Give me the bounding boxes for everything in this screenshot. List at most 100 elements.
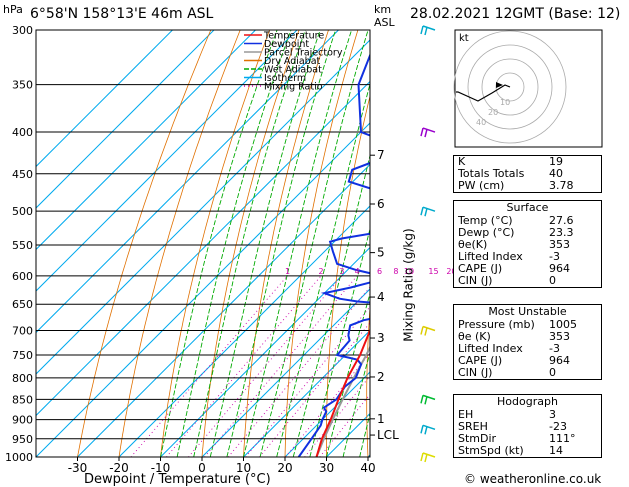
height-unit-km: km bbox=[374, 3, 391, 16]
mixing-ratio-label: 8 bbox=[393, 267, 398, 276]
wind-barb bbox=[421, 26, 435, 35]
dry-adiabat-line bbox=[617, 30, 629, 457]
height-km-label: LCL bbox=[377, 428, 399, 442]
wind-barb-shaft bbox=[423, 26, 435, 30]
hodograph-table-title: Hodograph bbox=[454, 395, 601, 409]
pressure-tick-label: 1000 bbox=[5, 451, 33, 464]
wind-barb-flag bbox=[421, 26, 423, 34]
mixing-ratio-label: 1 bbox=[285, 267, 290, 276]
wind-barb-flag bbox=[421, 395, 423, 403]
wind-barb bbox=[421, 327, 435, 336]
legend-label: Mixing Ratio bbox=[264, 82, 323, 93]
wet-adiabat-line bbox=[210, 30, 320, 457]
wind-barb-flag bbox=[425, 396, 427, 404]
wind-barb-flag bbox=[421, 453, 423, 461]
pressure-tick-label: 400 bbox=[12, 126, 33, 139]
mixing-ratio-line bbox=[246, 276, 396, 457]
most-unstable-table: Most Unstable Pressure (mb)1005 θe (K)35… bbox=[453, 304, 602, 380]
mu-row-cin: CIN (J)0 bbox=[454, 367, 601, 379]
mixing-ratio-label: 3 bbox=[339, 267, 344, 276]
isotherm-line bbox=[36, 30, 463, 457]
wet-adiabat-line bbox=[227, 30, 336, 457]
wind-barb-shaft bbox=[423, 453, 435, 457]
location-label: 6°58'N 158°13'E 46m ASL bbox=[30, 6, 213, 22]
wet-adiabat-line bbox=[327, 30, 439, 457]
pressure-tick-label: 850 bbox=[12, 393, 33, 406]
datetime-label: 28.02.2021 12GMT (Base: 12) bbox=[410, 6, 620, 22]
hodograph-ring-label: 20 bbox=[488, 108, 498, 117]
height-km-label: 5 bbox=[377, 246, 385, 260]
mixing-ratio-label: 2 bbox=[319, 267, 324, 276]
index-row-pw: PW (cm)3.78 bbox=[454, 180, 601, 192]
pressure-tick-label: 550 bbox=[12, 239, 33, 252]
wind-barb-shaft bbox=[423, 128, 435, 132]
height-km-label: 4 bbox=[377, 290, 385, 304]
plot-frame bbox=[36, 30, 370, 457]
pressure-tick-label: 950 bbox=[12, 433, 33, 446]
wind-barb-flag bbox=[425, 208, 427, 216]
isotherm-line bbox=[78, 30, 505, 457]
isotherm-line bbox=[0, 30, 297, 457]
pressure-tick-label: 350 bbox=[12, 79, 33, 92]
wind-barb-shaft bbox=[423, 327, 435, 331]
surface-row-cin: CIN (J)0 bbox=[454, 275, 601, 287]
hodograph-unit-label: kt bbox=[459, 33, 469, 44]
dry-adiabat-line bbox=[119, 30, 240, 457]
hodograph-ring-label: 10 bbox=[500, 98, 510, 107]
temp-tick-label: 30 bbox=[319, 461, 334, 475]
temp-tick-label: 20 bbox=[277, 461, 292, 475]
pressure-tick-label: 650 bbox=[12, 298, 33, 311]
wind-barb-flag bbox=[425, 454, 427, 462]
wind-barb bbox=[421, 453, 435, 462]
wind-barb bbox=[421, 207, 435, 216]
wind-barb-flag bbox=[421, 327, 423, 335]
pressure-unit: hPa bbox=[3, 3, 23, 16]
pressure-tick-label: 800 bbox=[12, 372, 33, 385]
height-km-label: 3 bbox=[377, 331, 385, 345]
mixing-ratio-axis-title: Mixing Ratio (g/kg) bbox=[402, 228, 416, 341]
wind-barb bbox=[421, 128, 435, 137]
wet-adiabat-line bbox=[244, 30, 352, 457]
credit-footer: © weatheronline.co.uk bbox=[464, 472, 601, 486]
pressure-tick-label: 750 bbox=[12, 349, 33, 362]
wind-barb-shaft bbox=[423, 207, 435, 211]
wind-barb-flag bbox=[425, 27, 427, 35]
pressure-tick-label: 700 bbox=[12, 325, 33, 338]
height-km-label: 7 bbox=[377, 148, 385, 162]
mixing-ratio-label: 6 bbox=[377, 267, 382, 276]
most-unstable-title: Most Unstable bbox=[454, 305, 601, 319]
pressure-tick-label: 300 bbox=[12, 24, 33, 37]
pressure-tick-label: 450 bbox=[12, 168, 33, 181]
wet-adiabat-line bbox=[343, 30, 456, 457]
mixing-ratio-label: 15 bbox=[428, 267, 438, 276]
wind-barb-flag bbox=[421, 128, 423, 136]
isotherm-line bbox=[0, 30, 256, 457]
height-km-label: 2 bbox=[377, 370, 385, 384]
wet-adiabat-line bbox=[293, 30, 402, 457]
wind-barb-flag bbox=[425, 129, 427, 137]
wind-barb-shaft bbox=[423, 395, 435, 399]
wind-barb-flag bbox=[421, 425, 423, 433]
wind-barb-flag bbox=[421, 207, 423, 215]
wind-barb bbox=[421, 425, 435, 434]
wind-barb bbox=[421, 395, 435, 404]
hodograph-ring-label: 40 bbox=[476, 118, 486, 127]
pressure-tick-label: 600 bbox=[12, 270, 33, 283]
wind-barb-flag bbox=[425, 426, 427, 434]
isotherm-line bbox=[0, 30, 380, 457]
x-axis-title: Dewpoint / Temperature (°C) bbox=[84, 472, 271, 487]
dry-adiabat-line bbox=[161, 30, 270, 457]
pressure-tick-label: 900 bbox=[12, 414, 33, 427]
height-unit-asl: ASL bbox=[374, 16, 395, 29]
temp-tick-label: 40 bbox=[360, 461, 375, 475]
height-km-label: 1 bbox=[377, 412, 385, 426]
wind-barb-shaft bbox=[423, 425, 435, 429]
surface-table: Surface Temp (°C)27.6 Dewp (°C)23.3 θe(K… bbox=[453, 200, 602, 288]
mixing-ratio-label: 4 bbox=[355, 267, 360, 276]
dry-adiabat-line bbox=[202, 30, 299, 457]
wind-barb-flag bbox=[425, 328, 427, 336]
height-km-label: 6 bbox=[377, 197, 385, 211]
